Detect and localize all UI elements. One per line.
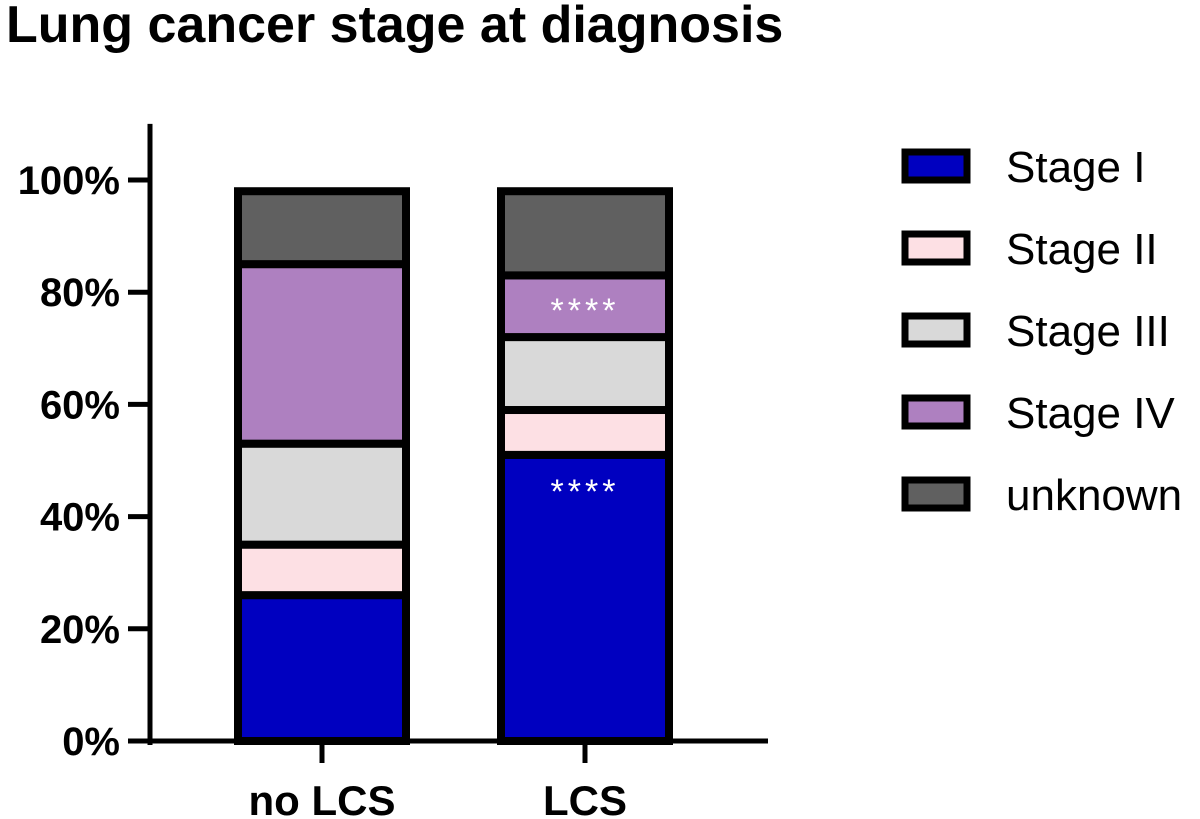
significance-annotation: **** — [551, 292, 620, 330]
bar-segment-stage-ii — [497, 406, 673, 459]
y-tick-label: 0% — [62, 720, 120, 764]
significance-annotation: **** — [551, 473, 620, 511]
x-tick-label: no LCS — [249, 777, 396, 819]
legend-swatch — [901, 148, 971, 184]
bars: **** **** — [234, 187, 673, 746]
bar-segment-stage-i — [234, 591, 410, 746]
x-tick-label: LCS — [543, 777, 627, 819]
y-tick-label: 100% — [18, 159, 120, 203]
legend-label: unknown — [1006, 471, 1182, 520]
bar-segment-stage-ii — [234, 540, 410, 600]
legend-swatch — [901, 230, 971, 266]
y-tick-label: 80% — [40, 271, 120, 315]
bar-segment-stage-iv — [234, 260, 410, 448]
legend-swatch — [901, 394, 971, 430]
legend-label: Stage IV — [1006, 389, 1175, 438]
axes: 0% 20% 40% 60% 80% 100% no LCS LCS — [18, 123, 768, 819]
bar-segment-stage-iii — [234, 439, 410, 549]
legend: Stage I Stage II Stage III Stage IV unknown — [901, 143, 1182, 520]
legend-label: Stage I — [1006, 143, 1145, 192]
legend-swatch — [901, 476, 971, 512]
bar-segment-unknown — [234, 187, 410, 269]
y-tick-label: 60% — [40, 383, 120, 427]
legend-label: Stage III — [1006, 307, 1170, 356]
y-tick-label: 20% — [40, 608, 120, 652]
legend-label: Stage II — [1006, 225, 1158, 274]
chart-title: Lung cancer stage at diagnosis — [6, 0, 783, 54]
bar-segment-stage-iii — [497, 333, 673, 415]
legend-swatch — [901, 312, 971, 348]
bar-segment-unknown — [497, 187, 673, 280]
y-tick-label: 40% — [40, 496, 120, 540]
